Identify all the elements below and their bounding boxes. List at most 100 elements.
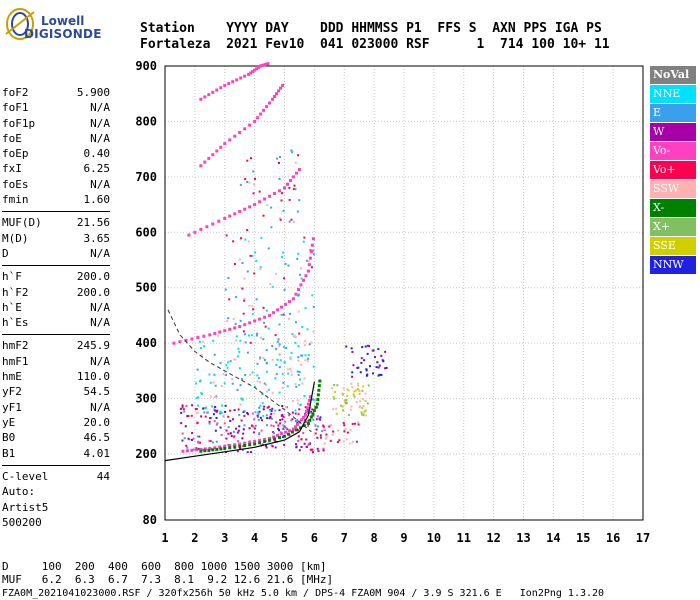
- echo-point: [240, 378, 243, 381]
- echo-point: [304, 354, 307, 357]
- echo-point: [202, 407, 205, 410]
- echo-point: [236, 388, 239, 391]
- echo-point: [310, 406, 313, 409]
- echo-point: [342, 409, 345, 412]
- echo-point: [349, 442, 352, 445]
- trace-point: [271, 97, 275, 101]
- echo-point: [312, 418, 315, 421]
- echo-point: [351, 375, 354, 378]
- echo-point: [297, 412, 300, 415]
- echo-point: [362, 385, 365, 388]
- param-row: hmF1 N/A: [2, 355, 110, 370]
- legend-item: NNW: [650, 256, 696, 274]
- x-tick-label: 5: [281, 531, 288, 545]
- echo-point: [183, 410, 186, 413]
- param-value: N/A: [90, 246, 110, 260]
- echo-point: [208, 439, 211, 442]
- echo-point: [306, 328, 309, 331]
- trace-point: [273, 437, 277, 441]
- trace-point: [199, 228, 203, 232]
- x-tick-label: 6: [311, 531, 318, 545]
- trace-point: [243, 127, 247, 131]
- echo-point: [289, 356, 292, 359]
- trace-point: [215, 88, 219, 92]
- echo-point: [296, 412, 299, 415]
- echo-point: [182, 408, 185, 411]
- trace-point: [248, 440, 252, 444]
- param-row: foF2 5.900: [2, 86, 110, 101]
- echo-point: [248, 427, 251, 430]
- echo-point: [274, 446, 277, 449]
- param-value: N/A: [90, 101, 110, 115]
- echo-point: [290, 373, 293, 376]
- echo-point: [258, 358, 261, 361]
- echo-point: [281, 386, 284, 389]
- x-tick-label: 15: [576, 531, 590, 545]
- trace-point: [213, 331, 217, 335]
- echo-point: [281, 405, 284, 408]
- echo-point: [227, 415, 230, 418]
- trace-point: [287, 429, 291, 433]
- echo-point: [277, 161, 280, 164]
- param-value: N/A: [90, 354, 110, 368]
- legend-item: NNE: [650, 85, 696, 103]
- echo-point: [221, 404, 224, 407]
- echo-point: [295, 443, 298, 446]
- trace-point: [194, 448, 198, 452]
- echo-point: [241, 261, 244, 264]
- echo-point: [287, 264, 290, 267]
- echo-point: [211, 441, 214, 444]
- echo-point: [313, 399, 316, 402]
- echo-point: [342, 440, 345, 443]
- trace-point: [277, 89, 281, 93]
- echo-point: [361, 346, 364, 349]
- trace-point: [185, 449, 189, 453]
- echo-point: [227, 317, 230, 320]
- echo-point: [367, 384, 370, 387]
- echo-point: [347, 413, 350, 416]
- trace-point: [272, 311, 276, 315]
- echo-point: [282, 313, 285, 316]
- echo-point: [200, 354, 203, 357]
- param-value: 1.60: [83, 193, 111, 207]
- echo-point: [330, 387, 333, 390]
- trace-point: [266, 62, 270, 66]
- echo-point: [258, 381, 261, 384]
- auto-label: Auto:: [2, 485, 36, 498]
- trace-point: [259, 112, 263, 116]
- auto-scaling-info: Auto: Artist5 500200: [2, 484, 48, 531]
- trace-point: [280, 432, 284, 436]
- trace-point: [306, 402, 310, 406]
- echo-point: [278, 366, 281, 369]
- echo-point: [248, 304, 251, 307]
- echo-point: [351, 350, 354, 353]
- echo-point: [254, 411, 257, 414]
- echo-point: [309, 397, 312, 400]
- echo-point: [319, 434, 322, 437]
- echo-point: [240, 419, 243, 422]
- echo-point: [259, 266, 262, 269]
- trace-point: [309, 415, 313, 419]
- echo-point: [278, 391, 281, 394]
- echo-point: [262, 408, 265, 411]
- echo-point: [319, 436, 322, 439]
- trace-point: [243, 323, 247, 327]
- echo-point: [265, 370, 268, 373]
- echo-point: [312, 365, 315, 368]
- echo-point: [273, 439, 276, 442]
- echo-point: [377, 374, 380, 377]
- param-row: D N/A: [2, 247, 110, 262]
- trace-point: [211, 448, 215, 452]
- echo-point: [296, 370, 299, 373]
- echo-point: [264, 325, 267, 328]
- echo-point: [364, 345, 367, 348]
- trace-point: [193, 230, 197, 234]
- echo-point: [314, 432, 317, 435]
- echo-point: [244, 238, 247, 241]
- echo-point: [322, 447, 325, 450]
- param-row: foF1 N/A: [2, 101, 110, 116]
- trace-point: [257, 65, 261, 69]
- echo-point: [204, 407, 207, 410]
- echo-point: [266, 424, 269, 427]
- echo-point: [278, 409, 281, 412]
